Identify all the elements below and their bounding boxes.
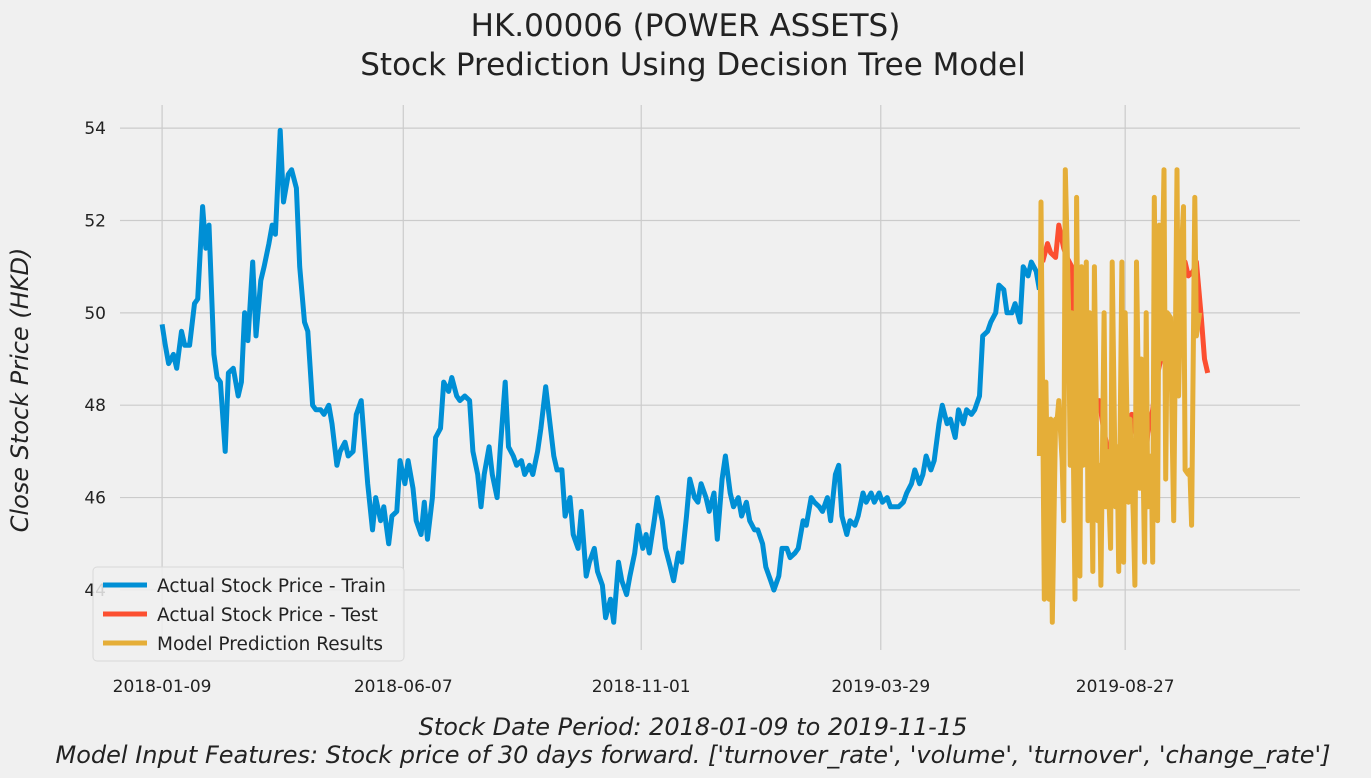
y-tick-label: 46 xyxy=(84,489,106,509)
legend-box xyxy=(92,566,405,662)
x-tick-label: 2019-08-27 xyxy=(1076,677,1175,697)
chart-title: HK.00006 (POWER ASSETS) xyxy=(471,8,901,44)
y-axis-label: Close Stock Price (HKD) xyxy=(6,248,34,533)
x-axis-label-features: Model Input Features: Stock price of 30 … xyxy=(56,741,1331,769)
legend-label-1: Actual Stock Price - Test xyxy=(157,605,378,626)
axis-ticks: 4446485052542018-01-092018-06-072018-11-… xyxy=(84,119,1174,697)
x-tick-label: 2019-03-29 xyxy=(831,677,930,697)
y-tick-label: 54 xyxy=(84,119,106,139)
y-tick-label: 52 xyxy=(84,211,106,231)
legend-label-0: Actual Stock Price - Train xyxy=(157,576,386,597)
series-lines xyxy=(159,127,1211,625)
x-tick-label: 2018-11-01 xyxy=(592,677,691,697)
legend: Actual Stock Price - Train Actual Stock P… xyxy=(92,566,405,662)
y-tick-label: 50 xyxy=(84,304,106,324)
legend-label-2: Model Prediction Results xyxy=(157,634,383,655)
y-tick-label: 48 xyxy=(84,396,106,416)
x-axis-label: Stock Date Period: 2018-01-09 to 2019-11… xyxy=(419,713,968,741)
chart-subtitle: Stock Prediction Using Decision Tree Mod… xyxy=(360,47,1026,83)
series-line-2 xyxy=(1036,167,1203,625)
series-line-0 xyxy=(159,127,1042,625)
x-tick-label: 2018-01-09 xyxy=(113,677,212,697)
x-tick-label: 2018-06-07 xyxy=(354,677,453,697)
